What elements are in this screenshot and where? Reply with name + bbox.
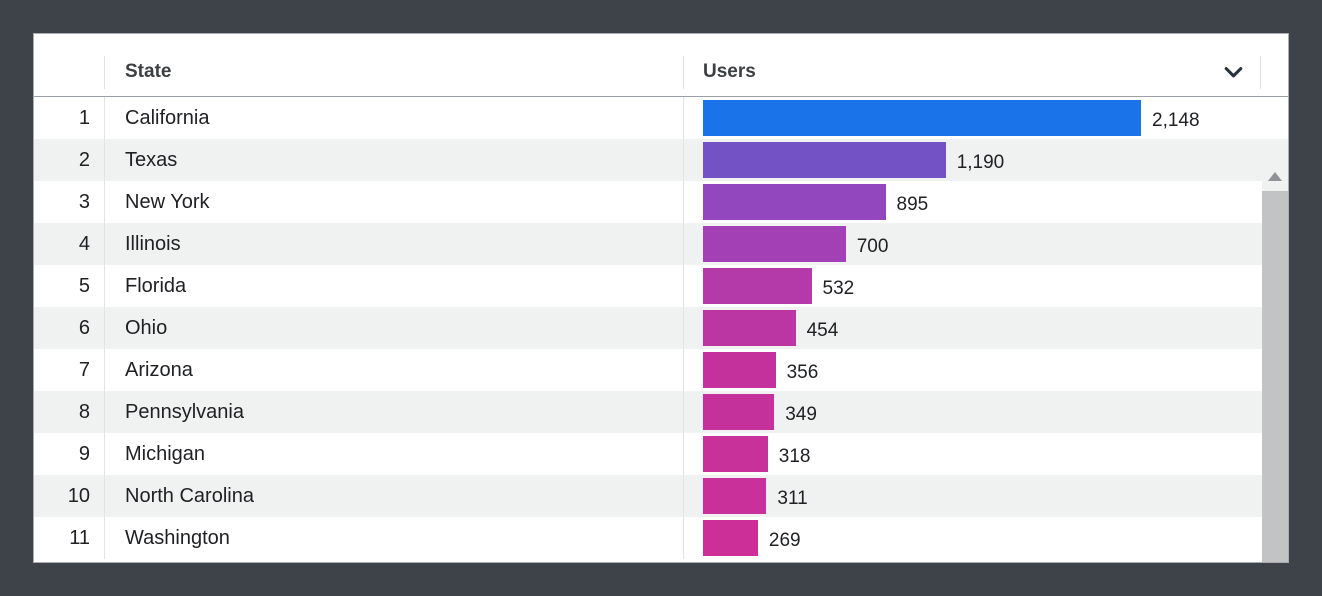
table-row: 6 Ohio 454 <box>34 307 1288 349</box>
header-state-label: State <box>125 61 172 82</box>
header-state-cell[interactable]: State <box>104 34 683 96</box>
row-rank: 10 <box>67 484 90 507</box>
row-users-cell: 895 <box>683 181 1288 223</box>
users-bar <box>703 142 946 178</box>
row-rank: 6 <box>78 316 90 339</box>
row-state: Illinois <box>104 223 683 265</box>
chevron-down-icon[interactable] <box>1220 59 1247 86</box>
table-row: 8 Pennsylvania 349 <box>34 391 1288 433</box>
row-rank: 9 <box>78 442 90 465</box>
row-users-cell: 311 <box>683 475 1288 517</box>
row-state: Pennsylvania <box>104 391 683 433</box>
users-bar <box>703 268 812 304</box>
row-state: Arizona <box>104 349 683 391</box>
users-bar <box>703 184 886 220</box>
scrollbar-thumb[interactable] <box>1262 191 1288 562</box>
users-bar <box>703 310 796 346</box>
users-value: 349 <box>785 404 817 425</box>
users-value: 700 <box>856 236 889 257</box>
header-index-cell <box>34 34 104 96</box>
row-rank: 4 <box>78 232 90 255</box>
users-value: 356 <box>786 362 819 383</box>
row-users-cell: 532 <box>683 265 1288 307</box>
header-users-cell[interactable]: Users <box>683 34 1288 96</box>
scroll-up-button[interactable] <box>1262 161 1288 191</box>
table-row: 2 Texas 1,190 <box>34 139 1288 181</box>
users-by-state-table: State Users 1 California 2,148 2 Texas 1… <box>33 33 1289 563</box>
row-users-cell: 349 <box>683 391 1288 433</box>
vertical-scrollbar[interactable] <box>1262 161 1288 562</box>
table-rows: 1 California 2,148 2 Texas 1,190 3 New Y… <box>34 97 1288 559</box>
table-row: 3 New York 895 <box>34 181 1288 223</box>
row-rank: 11 <box>69 526 90 549</box>
table-row: 5 Florida 532 <box>34 265 1288 307</box>
row-rank: 2 <box>78 148 90 171</box>
users-bar <box>703 394 775 430</box>
row-state: Ohio <box>104 307 683 349</box>
table-header: State Users <box>34 34 1288 97</box>
header-divider <box>1260 56 1261 89</box>
row-users-cell: 356 <box>683 349 1288 391</box>
row-rank: 7 <box>78 358 90 381</box>
users-value: 2,148 <box>1152 110 1200 131</box>
users-value: 311 <box>777 488 808 509</box>
row-users-cell: 318 <box>683 433 1288 475</box>
row-rank: 8 <box>78 400 90 423</box>
table-body: 1 California 2,148 2 Texas 1,190 3 New Y… <box>34 97 1288 562</box>
row-state: Florida <box>104 265 683 307</box>
row-state: North Carolina <box>104 475 683 517</box>
row-state: Michigan <box>104 433 683 475</box>
users-value: 269 <box>768 530 801 551</box>
table-row: 11 Washington 269 <box>34 517 1288 559</box>
header-divider <box>683 56 684 89</box>
table-row: 9 Michigan 318 <box>34 433 1288 475</box>
row-users-cell: 269 <box>683 517 1288 559</box>
row-rank: 5 <box>78 274 90 297</box>
users-bar <box>703 100 1141 136</box>
users-bar <box>703 226 846 262</box>
row-state: California <box>104 97 683 139</box>
row-state: Texas <box>104 139 683 181</box>
row-rank: 3 <box>78 190 90 213</box>
row-users-cell: 2,148 <box>683 97 1288 139</box>
users-value: 532 <box>822 278 855 299</box>
row-state: Washington <box>104 517 683 559</box>
row-users-cell: 1,190 <box>683 139 1288 181</box>
header-divider <box>104 56 105 89</box>
users-value: 454 <box>806 320 839 341</box>
users-value: 1,190 <box>956 152 1005 173</box>
users-bar <box>703 478 767 514</box>
table-row: 4 Illinois 700 <box>34 223 1288 265</box>
users-value: 318 <box>778 446 811 467</box>
users-bar <box>703 352 776 388</box>
row-users-cell: 454 <box>683 307 1288 349</box>
row-state: New York <box>104 181 683 223</box>
users-value: 895 <box>896 194 929 215</box>
users-bar <box>703 520 758 556</box>
row-rank: 1 <box>78 106 90 129</box>
table-row: 7 Arizona 356 <box>34 349 1288 391</box>
table-row: 10 North Carolina 311 <box>34 475 1288 517</box>
table-row: 1 California 2,148 <box>34 97 1288 139</box>
scroll-up-arrow-icon <box>1268 171 1282 181</box>
users-bar <box>703 436 768 472</box>
header-users-label: Users <box>703 61 756 82</box>
row-users-cell: 700 <box>683 223 1288 265</box>
